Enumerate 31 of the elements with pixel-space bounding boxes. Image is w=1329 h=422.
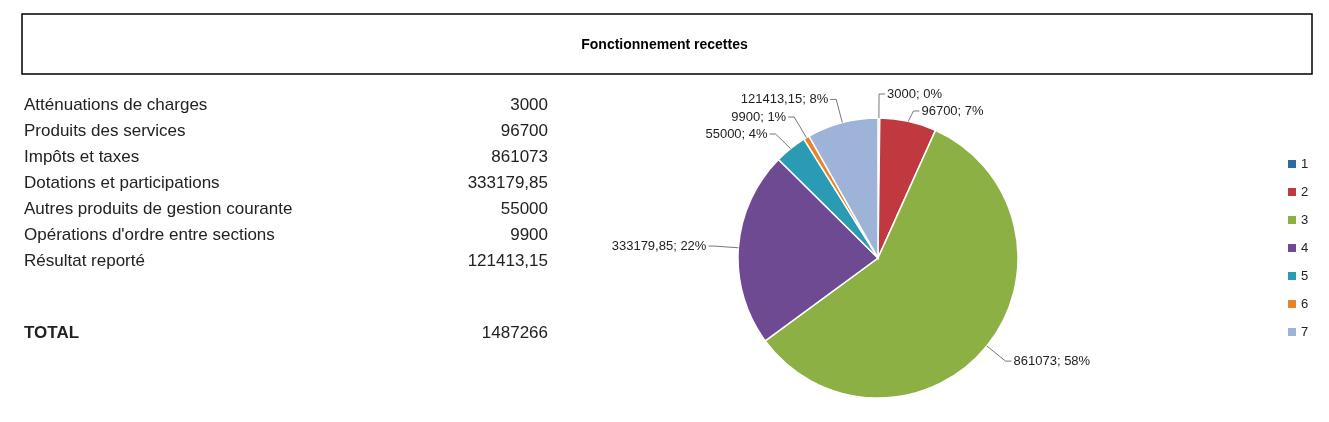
data-label: 121413,15; 8% bbox=[740, 91, 829, 107]
text: TOTAL bbox=[24, 323, 80, 342]
text: 96700 bbox=[500, 121, 548, 140]
text: 333179,85 bbox=[467, 173, 548, 192]
text: 121413,15 bbox=[467, 251, 548, 270]
legend-label: 2 bbox=[1301, 184, 1309, 199]
data-label: 96700; 7% bbox=[921, 103, 985, 118]
chart-title: Fonctionnement recettes bbox=[581, 36, 748, 52]
legend-label: 5 bbox=[1301, 268, 1309, 283]
text: Résultat reporté bbox=[24, 251, 145, 270]
data-label: 861073; 58% bbox=[1013, 353, 1091, 369]
text: Dotations et participations bbox=[24, 173, 220, 192]
text: Autres produits de gestion courante bbox=[24, 199, 293, 218]
text: Produits des services bbox=[24, 121, 186, 140]
text: Atténuations de charges bbox=[24, 95, 208, 114]
legend-label: 7 bbox=[1301, 324, 1309, 339]
data-label: 333179,85; 22% bbox=[611, 238, 707, 254]
text: 861073 bbox=[491, 147, 548, 166]
legend-label: 4 bbox=[1301, 240, 1309, 255]
text: 9900 bbox=[510, 225, 548, 244]
text: 3000 bbox=[510, 95, 548, 114]
text: Opérations d'ordre entre sections bbox=[24, 225, 275, 244]
text: Impôts et taxes bbox=[24, 147, 140, 166]
legend-label: 3 bbox=[1301, 212, 1309, 227]
legend-label: 6 bbox=[1301, 296, 1309, 311]
text: 55000 bbox=[500, 199, 548, 218]
data-label: 9900; 1% bbox=[731, 109, 787, 125]
data-label: 3000; 0% bbox=[887, 86, 943, 101]
legend-label: 1 bbox=[1301, 156, 1309, 171]
text: 1487266 bbox=[481, 323, 548, 342]
data-label: 55000; 4% bbox=[705, 126, 769, 142]
